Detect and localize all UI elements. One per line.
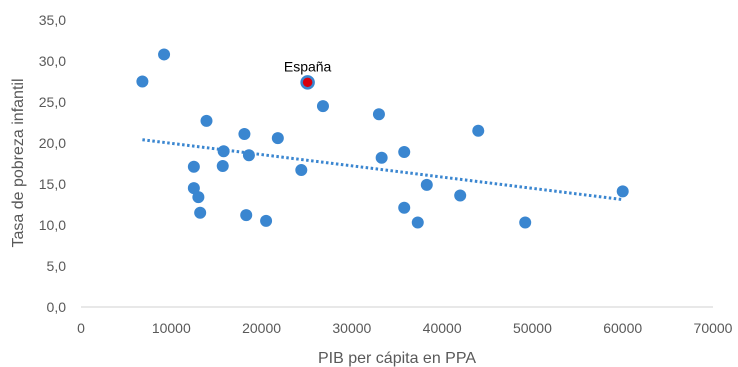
data-point (187, 182, 200, 195)
data-point (398, 146, 411, 159)
data-point-highlight (300, 75, 315, 90)
x-tick-label: 50000 (513, 320, 552, 336)
data-point (238, 127, 251, 140)
x-tick-label: 20000 (242, 320, 281, 336)
y-tick-label: 30,0 (39, 53, 66, 69)
y-axis-title: Tasa de pobreza infantil (10, 79, 27, 248)
y-tick-label: 25,0 (39, 94, 66, 110)
data-point (158, 48, 171, 61)
data-point (398, 201, 411, 214)
y-tick-label: 15,0 (39, 176, 66, 192)
y-tick-label: 20,0 (39, 135, 66, 151)
data-point (616, 185, 629, 198)
data-point (454, 189, 467, 202)
data-point (260, 214, 273, 227)
data-point (372, 108, 385, 121)
data-point (420, 178, 433, 191)
x-axis-ticks: 0 10000 20000 30000 40000 50000 60000 70000 (77, 320, 733, 336)
data-point (472, 124, 485, 137)
data-point (271, 132, 284, 145)
x-tick-label: 40000 (423, 320, 462, 336)
data-point (242, 149, 255, 162)
data-point (519, 216, 532, 229)
x-tick-label: 30000 (332, 320, 371, 336)
data-point (316, 100, 329, 113)
data-point (200, 114, 213, 127)
y-tick-label: 10,0 (39, 217, 66, 233)
data-point (136, 75, 149, 88)
x-tick-label: 70000 (694, 320, 733, 336)
x-tick-label: 60000 (603, 320, 642, 336)
data-point (375, 151, 388, 164)
data-point (192, 191, 205, 204)
data-point (216, 159, 229, 172)
y-tick-label: 35,0 (39, 12, 66, 28)
data-point (411, 216, 424, 229)
y-tick-label: 0,0 (47, 299, 67, 315)
y-tick-label: 5,0 (47, 258, 67, 274)
x-axis-title: PIB per cápita en PPA (318, 350, 476, 367)
data-point (194, 206, 207, 219)
trendline (142, 138, 623, 202)
data-point (295, 164, 308, 177)
data-points (136, 48, 629, 229)
x-tick-label: 10000 (152, 320, 191, 336)
data-point (240, 209, 253, 222)
x-tick-label: 0 (77, 320, 85, 336)
y-axis-ticks: 0,0 5,0 10,0 15,0 20,0 25,0 30,0 35,0 (39, 12, 66, 315)
data-point (217, 145, 230, 158)
annotation-espana: España (284, 58, 332, 74)
data-point (187, 160, 200, 173)
